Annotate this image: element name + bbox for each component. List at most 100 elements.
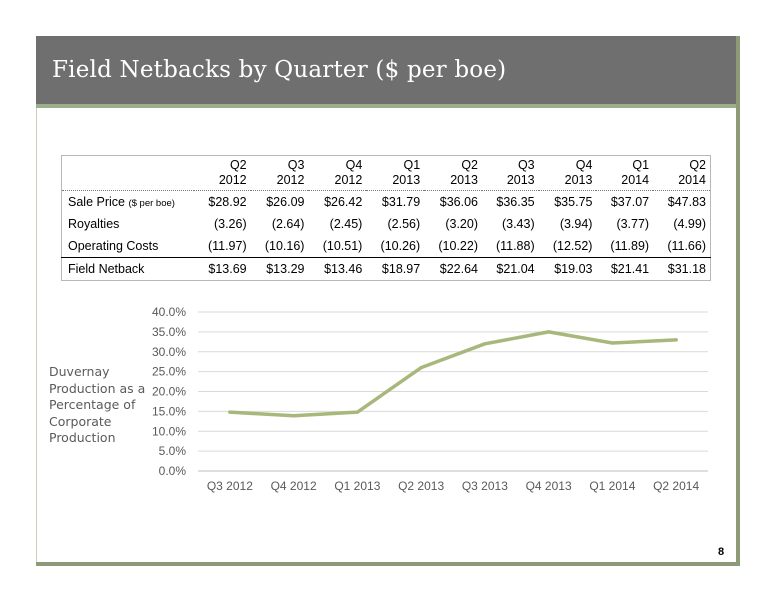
- table-column-header: Q2 2012: [194, 156, 251, 191]
- table-cell: $26.42: [324, 195, 363, 209]
- data-point: [483, 342, 487, 346]
- table-cell: (11.88): [495, 239, 535, 253]
- x-tick-label: Q4 2013: [526, 479, 572, 493]
- data-point: [419, 366, 423, 370]
- table-cell: (11.97): [207, 239, 247, 253]
- data-point: [674, 338, 678, 342]
- table-cell: $36.35: [496, 195, 535, 209]
- row-label-unit: ($ per boe): [128, 198, 175, 209]
- table-column-header: Q1 2013: [366, 156, 424, 191]
- y-axis-label-line: Production: [49, 430, 116, 445]
- column-year: 2012: [334, 173, 363, 187]
- table-cell: (11.89): [610, 239, 650, 253]
- row-label: Operating Costs: [62, 235, 195, 258]
- page-number: 8: [718, 546, 725, 558]
- table-body: Sale Price ($ per boe) $28.92 $26.09 $26.42…: [61, 191, 711, 281]
- data-point: [547, 330, 551, 334]
- table-cell: $18.97: [381, 262, 421, 276]
- y-axis-label: Duvernay Production as a Percentage of Corp…: [49, 364, 149, 447]
- table-cell: $21.04: [496, 262, 535, 276]
- x-tick-label: Q1 2014: [589, 479, 635, 493]
- table-cell: $37.07: [610, 195, 650, 209]
- table-cell: $13.29: [266, 262, 305, 276]
- data-point: [228, 410, 232, 414]
- table-column-header: Q2 2014: [653, 156, 710, 191]
- table-cell: $19.03: [554, 262, 593, 276]
- frame-shadow-right: [736, 36, 740, 566]
- table-column-header: Q4 2013: [539, 156, 597, 191]
- table-column-header: Q1 2014: [596, 156, 653, 191]
- table-cell: $35.75: [554, 195, 593, 209]
- table-cell: (3.43): [501, 217, 535, 231]
- y-tick-label: 0.0%: [159, 464, 187, 478]
- x-tick-label: Q1 2013: [334, 479, 380, 493]
- x-tick-label: Q2 2013: [398, 479, 444, 493]
- column-year: 2013: [392, 173, 421, 187]
- slide-title: Field Netbacks by Quarter ($ per boe): [52, 57, 507, 83]
- table-cell: $47.83: [667, 195, 706, 209]
- row-label-text: Field Netback: [68, 262, 145, 276]
- table-row: Sale Price ($ per boe) $28.92 $26.09 $26.42…: [62, 191, 711, 214]
- table-column-header: Q3 2013: [482, 156, 539, 191]
- y-gridlines: [198, 311, 708, 472]
- netback-table: Q2 2012 Q3 2012 Q4 2012 Q1 2013 Q2 2013 Q3 2013 Q4 20…: [61, 155, 711, 281]
- table-column-header: Q2 2013: [424, 156, 482, 191]
- column-year: 2012: [218, 173, 247, 187]
- row-label: Field Netback: [62, 258, 195, 281]
- table-cell: (3.20): [445, 217, 478, 231]
- row-label: Royalties: [62, 213, 195, 235]
- column-quarter: Q4: [575, 158, 593, 172]
- y-axis-label-line: Percentage of: [49, 397, 136, 412]
- frame-shadow-bottom: [36, 562, 740, 566]
- series-line: [228, 330, 678, 418]
- column-quarter: Q3: [517, 158, 535, 172]
- row-label-text: Royalties: [68, 217, 120, 231]
- y-axis-label-line: Corporate: [49, 413, 112, 429]
- table-row: Operating Costs (11.97) (10.16) (10.51) (10.…: [62, 235, 711, 258]
- table-cell: $13.69: [208, 262, 247, 276]
- table-cell: (3.77): [616, 217, 650, 231]
- data-point: [610, 341, 614, 345]
- x-tick-label: Q2 2014: [653, 479, 699, 493]
- header-accent-line: [36, 104, 736, 108]
- column-year: 2012: [276, 173, 305, 187]
- table-column-header: Q4 2012: [308, 156, 366, 191]
- table-cell: $28.92: [208, 195, 247, 209]
- column-quarter: Q4: [345, 158, 363, 172]
- table-cell: $31.79: [381, 195, 421, 209]
- table-cell: (2.64): [271, 217, 305, 231]
- y-tick-label: 40.0%: [152, 305, 186, 319]
- table-cell: $36.06: [439, 195, 478, 209]
- table-cell: (2.45): [329, 217, 363, 231]
- table-cell: (3.26): [213, 217, 247, 231]
- column-quarter: Q1: [403, 158, 421, 172]
- table-cell: $21.41: [610, 262, 650, 276]
- table-cell: $13.46: [324, 262, 363, 276]
- table-cell: (10.51): [322, 239, 363, 253]
- table-cell: (10.26): [380, 239, 421, 253]
- y-tick-labels: 0.0% 5.0% 10.0% 15.0% 20.0% 25.0% 30.0% 35.0% 40…: [152, 305, 186, 478]
- column-year: 2014: [678, 173, 706, 187]
- series-lines: [228, 330, 678, 418]
- table-cell: (10.16): [264, 239, 305, 253]
- column-quarter: Q2: [461, 158, 478, 172]
- data-point: [355, 410, 359, 414]
- table-cell: $26.09: [266, 195, 305, 209]
- column-quarter: Q3: [287, 158, 305, 172]
- table-cell: (10.22): [438, 239, 478, 253]
- x-tick-label: Q3 2013: [462, 479, 508, 493]
- x-tick-labels: Q3 2012 Q4 2012 Q1 2013 Q2 2013 Q3 2013 Q4 20…: [207, 479, 700, 493]
- table-cell: (2.56): [387, 217, 421, 231]
- table-cell: (3.94): [559, 217, 593, 231]
- y-axis-label-line: Duvernay: [49, 364, 110, 379]
- table-cell: $31.18: [667, 262, 706, 276]
- column-year: 2013: [506, 173, 535, 187]
- column-quarter: Q2: [229, 158, 247, 172]
- table-header-row: Q2 2012 Q3 2012 Q4 2012 Q1 2013 Q2 2013 Q3 2013 Q4 20…: [61, 156, 711, 191]
- y-tick-label: 20.0%: [152, 385, 186, 399]
- y-tick-label: 5.0%: [159, 444, 187, 458]
- y-tick-label: 10.0%: [152, 424, 186, 438]
- y-tick-label: 25.0%: [152, 365, 186, 379]
- table-column-header: Q3 2012: [251, 156, 309, 191]
- row-label-text: Sale Price: [68, 195, 125, 209]
